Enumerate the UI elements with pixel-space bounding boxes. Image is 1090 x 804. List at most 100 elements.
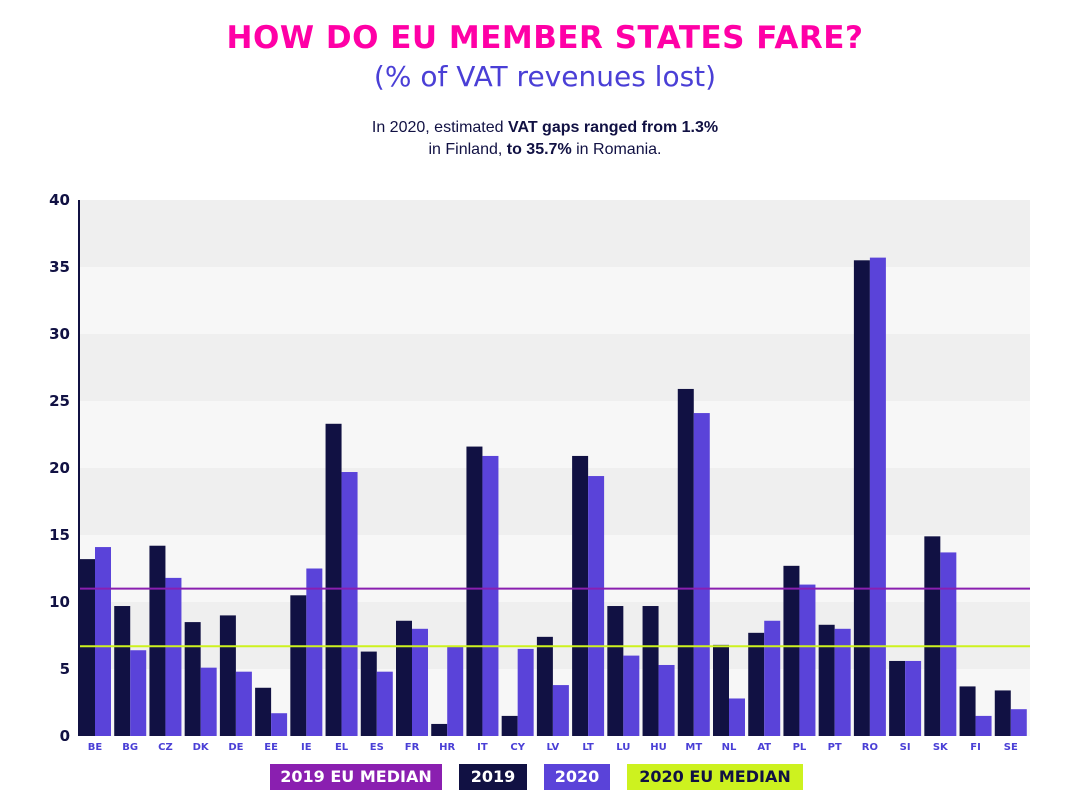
bar-2019-SI (889, 660, 906, 736)
legend: 2019 EU MEDIAN 2019 2020 2020 EU MEDIAN (0, 764, 1090, 790)
y-tick-label: 5 (60, 660, 70, 678)
y-tick-label: 15 (49, 526, 70, 544)
y-tick-label: 35 (49, 258, 70, 276)
legend-2020-median: 2020 EU MEDIAN (627, 764, 803, 790)
y-tick-label: 20 (49, 459, 70, 477)
x-tick-label: HR (439, 742, 455, 753)
x-tick-label: DK (193, 742, 210, 753)
bar-2019-FR (396, 620, 412, 736)
bar-2019-RO (853, 260, 870, 736)
grid-band (79, 267, 1030, 334)
x-tick-label: SE (1004, 742, 1018, 753)
note-bold-2: to 35.7% (506, 141, 572, 158)
bar-2019-IE (290, 595, 307, 736)
x-tick-label: LU (616, 742, 630, 753)
x-tick-label: PT (828, 742, 842, 753)
note-text-3: in Romania. (571, 141, 662, 158)
x-tick-label: EL (335, 742, 349, 753)
bar-2020-SK (940, 552, 957, 736)
bar-2019-HU (642, 606, 659, 736)
bar-2020-FR (412, 628, 428, 736)
bar-2019-AT (748, 632, 765, 736)
x-tick-label: CY (510, 742, 525, 753)
bar-2020-BE (95, 547, 111, 736)
bar-2020-IE (306, 568, 323, 736)
legend-2020: 2020 (544, 764, 610, 790)
y-tick-label: 30 (49, 325, 70, 343)
y-tick-label: 25 (49, 392, 70, 410)
chart-note: In 2020, estimated VAT gaps ranged from … (0, 117, 1090, 161)
bar-2020-HU (658, 664, 675, 736)
x-tick-label: BG (122, 742, 138, 753)
x-tick-label: IE (301, 742, 312, 753)
bar-2019-HR (431, 723, 448, 736)
y-tick-label: 40 (49, 191, 70, 209)
x-tick-label: RO (862, 742, 878, 753)
bar-2020-HR (447, 646, 464, 736)
bar-2019-SE (994, 690, 1011, 736)
bar-2019-LV (536, 636, 553, 736)
x-tick-label: HU (650, 742, 667, 753)
bar-2019-SK (924, 536, 941, 736)
x-tick-label: SK (933, 742, 949, 753)
grid-band (79, 334, 1030, 401)
x-tick-label: AT (757, 742, 771, 753)
bar-2020-FI (975, 715, 992, 736)
bar-2019-DK (184, 622, 201, 736)
bar-2020-MT (693, 413, 710, 736)
x-tick-label: DE (228, 742, 243, 753)
note-text-1: In 2020, estimated (371, 119, 508, 136)
x-tick-label: LV (547, 742, 560, 753)
bar-2019-IT (466, 446, 483, 736)
bar-2020-DE (235, 671, 252, 736)
bar-2020-DK (200, 667, 217, 736)
bar-2020-LT (588, 476, 605, 736)
bar-2019-CY (501, 715, 518, 736)
bar-2020-CY (517, 648, 534, 736)
bar-2019-BG (114, 606, 131, 736)
bar-2020-IT (482, 455, 499, 736)
bar-2019-EE (255, 687, 272, 736)
x-tick-label: LT (582, 742, 594, 753)
x-tick-label: ES (370, 742, 384, 753)
x-tick-label: MT (685, 742, 702, 753)
x-tick-label: FR (405, 742, 420, 753)
bar-2019-LU (607, 606, 624, 736)
bar-2020-EE (271, 713, 288, 736)
bar-2020-PT (834, 628, 851, 736)
chart-subtitle: (% of VAT revenues lost) (373, 60, 717, 93)
bar-2019-PT (818, 624, 835, 736)
bar-2019-LT (572, 455, 589, 736)
note-bold-1: VAT gaps ranged from 1.3% (507, 119, 719, 136)
grid-band (79, 468, 1030, 535)
bar-2020-PL (799, 584, 816, 736)
bar-2020-SE (1010, 709, 1027, 736)
grid-band (79, 200, 1030, 267)
legend-2019: 2019 (459, 764, 527, 790)
grid-band (79, 535, 1030, 602)
bar-2020-AT (764, 620, 781, 736)
legend-2019-median: 2019 EU MEDIAN (270, 764, 442, 790)
bar-2020-LU (623, 655, 640, 736)
x-tick-label: FI (970, 742, 981, 753)
x-tick-label: NL (722, 742, 737, 753)
x-tick-label: SI (900, 742, 911, 753)
bar-2019-MT (677, 388, 694, 736)
x-tick-label: PL (793, 742, 807, 753)
x-tick-label: EE (264, 742, 278, 753)
grid-band (79, 401, 1030, 468)
bar-2020-RO (869, 257, 886, 736)
bar-2019-FI (959, 686, 976, 736)
bar-2020-ES (376, 671, 393, 736)
bar-2019-EL (325, 423, 342, 736)
bar-2020-EL (341, 472, 358, 736)
x-tick-label: BE (88, 742, 103, 753)
bar-2020-NL (729, 698, 745, 736)
chart-title: HOW DO EU MEMBER STATES FARE? (226, 20, 864, 56)
y-tick-label: 10 (49, 593, 70, 611)
x-tick-label: IT (477, 742, 488, 753)
bar-2020-CZ (165, 577, 182, 736)
bar-2019-NL (713, 644, 729, 736)
bar-2019-BE (79, 559, 95, 736)
